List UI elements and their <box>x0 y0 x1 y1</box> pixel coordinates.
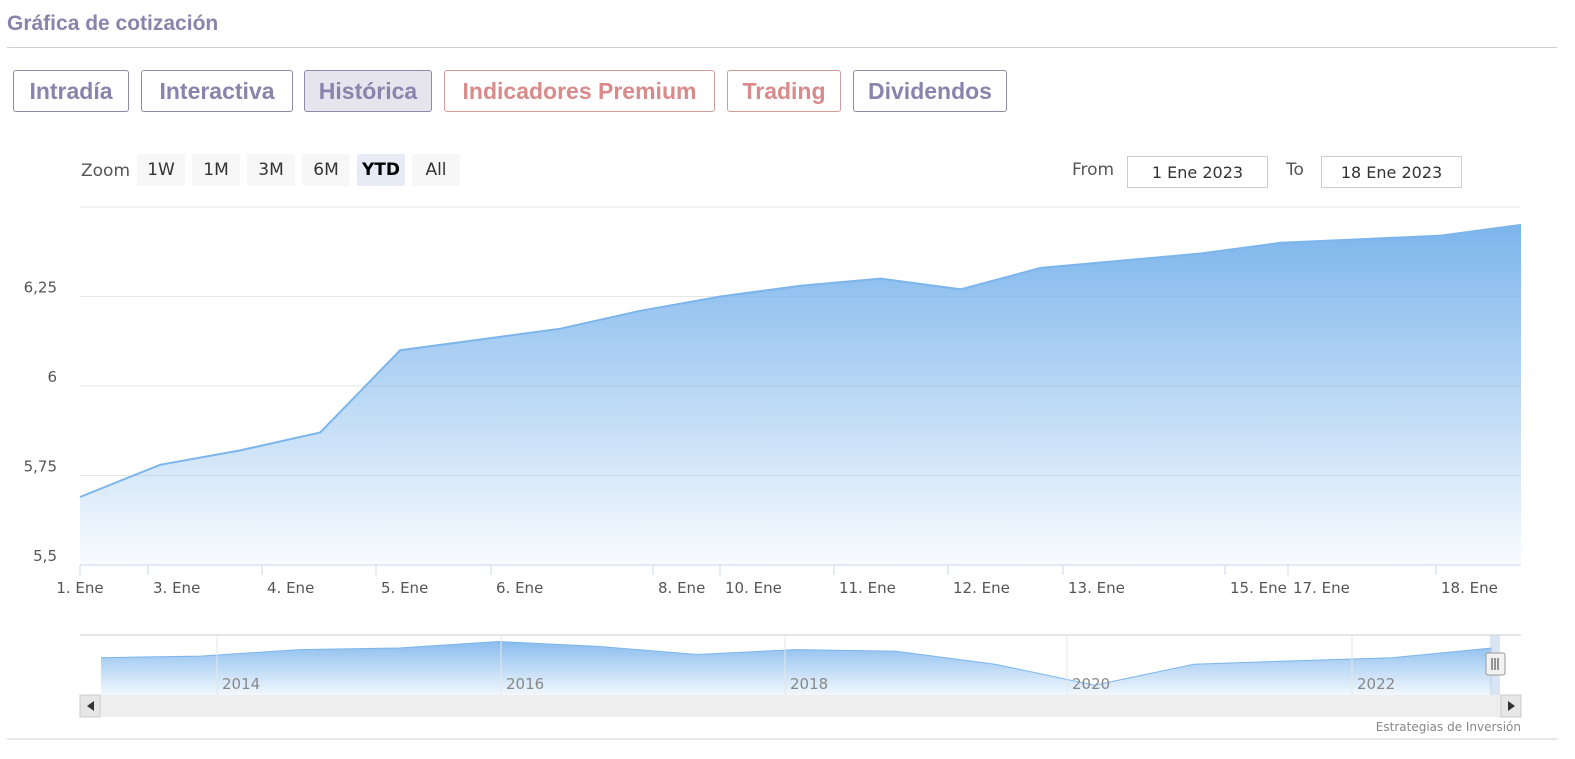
y-tick-label: 6 <box>47 368 57 386</box>
page-title: Gráfica de cotización <box>7 12 219 35</box>
x-tick-label: 8. Ene <box>658 579 705 597</box>
navigator-area <box>101 641 1492 695</box>
x-tick-label: 13. Ene <box>1068 579 1125 597</box>
navigator-year-label: 2014 <box>222 675 260 693</box>
series-area <box>80 224 1521 565</box>
zoom-6m-button[interactable]: 6M <box>302 154 350 186</box>
x-tick-label: 3. Ene <box>153 579 200 597</box>
zoom-all-button[interactable]: All <box>412 154 460 186</box>
from-label: From <box>1072 160 1115 180</box>
from-date-input[interactable] <box>1127 156 1268 188</box>
navigator-year-label: 2022 <box>1357 675 1395 693</box>
scroll-right-arrow-icon <box>1508 701 1515 711</box>
to-label: To <box>1286 160 1304 180</box>
zoom-ytd-button[interactable]: YTD <box>357 154 405 186</box>
x-tick-label: 4. Ene <box>267 579 314 597</box>
zoom-1w-button[interactable]: 1W <box>137 154 185 186</box>
y-tick-label: 6,25 <box>24 279 57 297</box>
navigator-year-label: 2020 <box>1072 675 1110 693</box>
x-tick-label: 1. Ene <box>56 579 103 597</box>
title-divider <box>7 47 1557 48</box>
navigator-year-label: 2018 <box>790 675 828 693</box>
tab-indicadores-premium[interactable]: Indicadores Premium <box>444 70 715 112</box>
x-tick-label: 5. Ene <box>381 579 428 597</box>
tab-trading[interactable]: Trading <box>727 70 841 112</box>
zoom-1m-button[interactable]: 1M <box>192 154 240 186</box>
tab-dividendos[interactable]: Dividendos <box>853 70 1007 112</box>
y-tick-label: 5,75 <box>24 458 57 476</box>
navigator-line <box>100 640 1493 686</box>
x-tick-label: 15. Ene <box>1230 579 1287 597</box>
zoom-label: Zoom <box>81 161 131 181</box>
x-tick-label: 12. Ene <box>953 579 1010 597</box>
series-line <box>79 223 1522 498</box>
tab-historica[interactable]: Histórica <box>304 70 432 112</box>
zoom-3m-button[interactable]: 3M <box>247 154 295 186</box>
chart-credit: Estrategias de Inversión <box>1376 720 1521 734</box>
scroll-left-arrow-icon <box>87 701 94 711</box>
navigator-year-label: 2016 <box>506 675 544 693</box>
x-tick-label: 6. Ene <box>496 579 543 597</box>
tab-interactiva[interactable]: Interactiva <box>141 70 293 112</box>
x-tick-label: 11. Ene <box>839 579 896 597</box>
x-tick-label: 17. Ene <box>1293 579 1350 597</box>
tab-intradia[interactable]: Intradía <box>13 70 129 112</box>
navigator-scrollbar[interactable] <box>80 695 1521 717</box>
x-tick-label: 10. Ene <box>725 579 782 597</box>
y-tick-label: 5,5 <box>33 547 57 565</box>
to-date-input[interactable] <box>1321 156 1462 188</box>
x-tick-label: 18. Ene <box>1441 579 1498 597</box>
